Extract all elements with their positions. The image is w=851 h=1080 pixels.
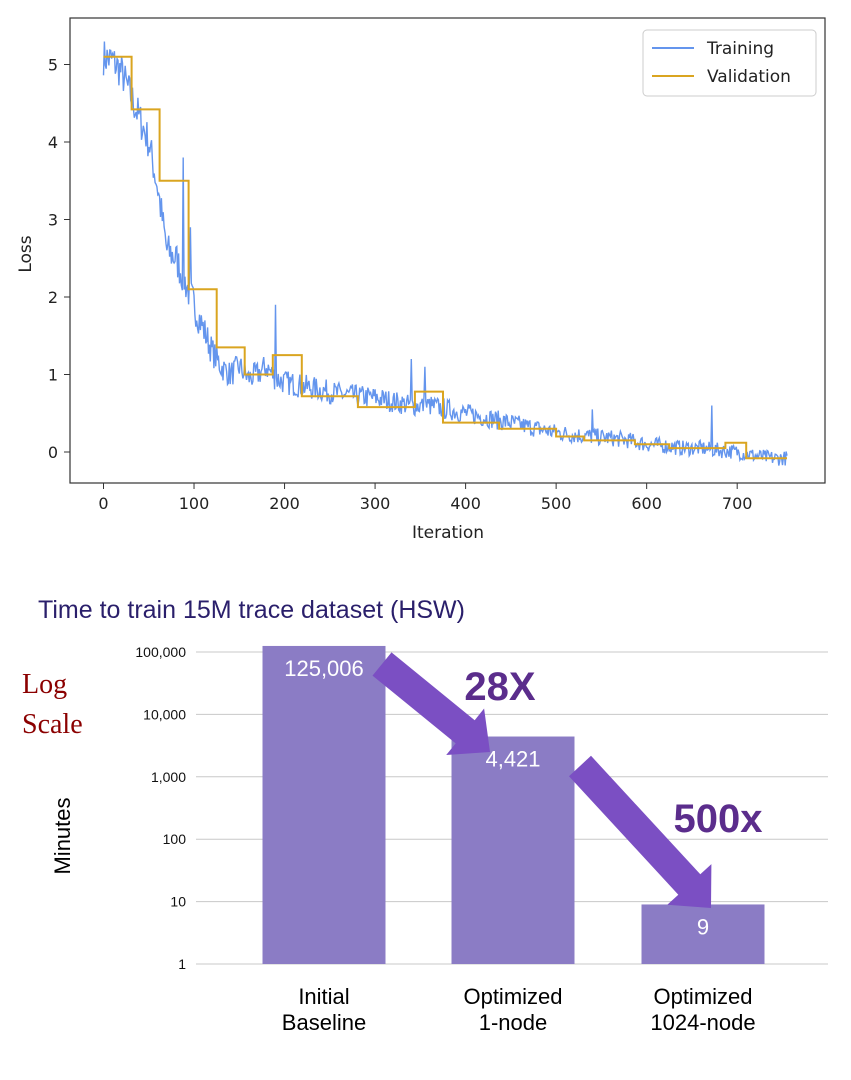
y-tick-label: 5	[48, 56, 58, 75]
legend: Training Validation	[642, 29, 817, 97]
legend-box	[642, 29, 817, 97]
x-tick-label: 400	[450, 494, 481, 513]
x-tick-label: 200	[269, 494, 300, 513]
y-axis-label: Minutes	[50, 797, 75, 874]
legend-training-label: Training	[706, 39, 774, 59]
speedup-label: 28X	[464, 665, 535, 709]
x-tick-label: 100	[179, 494, 210, 513]
speedup-arrow	[372, 652, 490, 755]
y-tick-label: 4	[48, 133, 58, 152]
chart-title: Time to train 15M trace dataset (HSW)	[38, 596, 465, 624]
y-tick-label: 10	[170, 894, 186, 910]
y-tick-label: 1,000	[151, 769, 186, 785]
y-tick-label: 2	[48, 288, 58, 307]
bar	[641, 904, 765, 964]
x-tick-label: 0	[98, 494, 108, 513]
category-label: 1-node	[479, 1010, 548, 1035]
y-tick-label: 100,000	[135, 644, 186, 660]
bar-value-label: 4,421	[485, 747, 540, 772]
y-tick-label: 1	[48, 366, 58, 385]
y-tick-label: 10,000	[143, 706, 186, 722]
category-label: Optimized	[463, 984, 562, 1009]
x-tick-label: 700	[722, 494, 753, 513]
bar-value-label: 9	[697, 914, 709, 939]
y-tick-label: 0	[48, 443, 58, 462]
category-label: Initial	[298, 984, 349, 1009]
bar-value-label: 125,006	[284, 656, 364, 681]
category-label: Optimized	[653, 984, 752, 1009]
loss-plot-frame	[69, 17, 826, 484]
bar	[451, 736, 575, 964]
training-line	[102, 41, 788, 466]
validation-line	[103, 55, 787, 460]
speedup-label: 500x	[674, 797, 763, 841]
category-label: 1024-node	[650, 1010, 755, 1035]
training-time-chart: Time to train 15M trace dataset (HSW) Lo…	[22, 596, 828, 1035]
x-tick-label: 600	[631, 494, 662, 513]
category-label: Baseline	[282, 1010, 366, 1035]
bar	[262, 645, 386, 964]
y-tick-label: 1	[178, 956, 186, 972]
x-tick-label: 500	[541, 494, 572, 513]
speedup-arrow	[569, 755, 712, 908]
y-tick-label: 100	[163, 831, 187, 847]
x-axis-label: Iteration	[412, 523, 484, 543]
log-scale-note-line2: Scale	[22, 709, 83, 740]
y-axis-label: Loss	[16, 235, 36, 272]
x-tick-label: 300	[360, 494, 391, 513]
y-tick-label: 3	[48, 211, 58, 230]
log-scale-note-line1: Log	[22, 669, 67, 700]
legend-validation-label: Validation	[707, 67, 791, 87]
